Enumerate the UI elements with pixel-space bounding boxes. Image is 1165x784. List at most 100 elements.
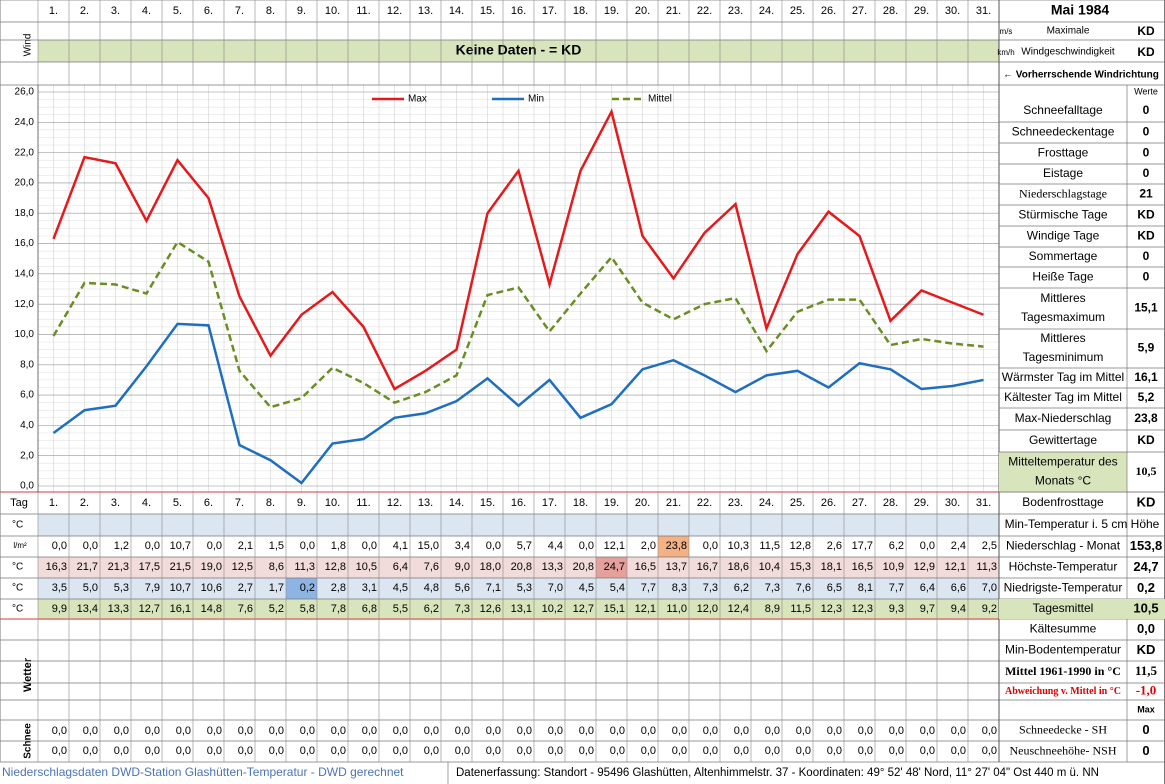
day-label: 8. — [266, 497, 275, 509]
value-cell: 3,4 — [455, 540, 470, 552]
value-cell: 23,8 — [666, 540, 687, 552]
stat-value: KD — [1137, 229, 1155, 243]
value-cell: 0,0 — [114, 725, 129, 737]
day-label: 26. — [821, 5, 836, 17]
y-tick-label: 6,0 — [20, 390, 34, 401]
summary-label: Mittel 1961-1990 in °C — [1005, 664, 1121, 678]
day-label: 1. — [49, 5, 58, 17]
stat-value: 21 — [1139, 187, 1153, 201]
value-cell: 0,0 — [920, 745, 935, 757]
stat-label: Tagesmaximum — [1021, 310, 1105, 324]
day-label: 19. — [604, 497, 619, 509]
value-cell: 0,0 — [486, 745, 501, 757]
value-cell: 0,0 — [83, 540, 98, 552]
wind-label: Wind — [23, 34, 34, 57]
value-cell: 8,9 — [765, 603, 780, 615]
value-cell: 0,0 — [889, 725, 904, 737]
value-cell: 11,3 — [976, 561, 997, 573]
day-label: 26. — [821, 497, 836, 509]
footer-right: Datenerfassung: Standort - 95496 Glashüt… — [456, 767, 1099, 779]
y-tick-label: 20,0 — [15, 178, 35, 189]
value-cell: 0,0 — [424, 745, 439, 757]
summary-label: Schneedecke - SH — [1019, 722, 1107, 736]
value-cell: 0,0 — [83, 725, 98, 737]
legend-label: Mittel — [648, 94, 672, 105]
day-label: 24. — [759, 5, 774, 17]
value-cell: 21,5 — [170, 561, 191, 573]
stat-value: 0 — [1143, 103, 1150, 117]
value-cell: 9,2 — [982, 603, 997, 615]
value-cell: 18,0 — [480, 561, 501, 573]
value-cell: 0,0 — [269, 745, 284, 757]
value-cell: 0,0 — [362, 540, 377, 552]
value-cell: 9,4 — [951, 603, 966, 615]
day-label: 2. — [80, 497, 89, 509]
legend-label: Min — [528, 94, 544, 105]
value-cell: 0,0 — [796, 745, 811, 757]
day-label: 29. — [914, 497, 929, 509]
day-label: 4. — [142, 497, 151, 509]
value-cell: 24,7 — [604, 561, 625, 573]
wind-value: KD — [1137, 24, 1155, 38]
stat-value: 0 — [1143, 166, 1150, 180]
day-label: 29. — [914, 5, 929, 17]
value-cell: 9,9 — [52, 603, 67, 615]
value-cell: 9,7 — [920, 603, 935, 615]
value-cell: 11,5 — [759, 540, 780, 552]
summary-value: 0,0 — [1137, 621, 1155, 636]
value-cell: 0,0 — [548, 745, 563, 757]
wind-max-label: Maximale — [1047, 26, 1090, 37]
day-label: 15. — [480, 497, 495, 509]
value-cell: 9,0 — [455, 561, 470, 573]
stat-label: Mittleres — [1040, 331, 1085, 345]
value-cell: 6,2 — [889, 540, 904, 552]
summary-label: Niederschlag - Monat — [1006, 539, 1121, 553]
value-cell: 5,3 — [517, 582, 532, 594]
value-cell: 16,3 — [46, 561, 67, 573]
value-cell: 0,0 — [486, 540, 501, 552]
value-cell: 6,8 — [362, 603, 377, 615]
value-cell: 2,0 — [641, 540, 656, 552]
stat-label: Kältester Tag im Mittel — [1004, 390, 1122, 404]
day-label: 15. — [480, 5, 495, 17]
stat-value: 5,2 — [1138, 390, 1155, 404]
day-label: 24. — [759, 497, 774, 509]
day-label: 28. — [883, 5, 898, 17]
unit-label: °C — [12, 583, 23, 594]
summary-value: 11,5 — [1135, 663, 1158, 678]
day-label: 21. — [666, 5, 681, 17]
value-cell: 0,0 — [517, 725, 532, 737]
day-header: Tag — [10, 497, 28, 509]
highlight — [596, 557, 627, 578]
value-cell: 16,5 — [852, 561, 873, 573]
day-label: 10. — [325, 5, 340, 17]
value-cell: 8,6 — [269, 561, 284, 573]
value-cell: 2,8 — [331, 582, 346, 594]
value-cell: 12,3 — [821, 603, 842, 615]
day-label: 18. — [573, 497, 588, 509]
value-cell: 0,0 — [114, 745, 129, 757]
wind-max-label: Windgeschwindigkeit — [1021, 47, 1115, 58]
value-cell: 13,3 — [542, 561, 563, 573]
value-cell: 0,0 — [207, 540, 222, 552]
value-cell: 0,0 — [207, 725, 222, 737]
stat-value: 0 — [1143, 146, 1150, 160]
summary-label: Neuschneehöhe- NSH — [1010, 743, 1117, 757]
highlight — [286, 578, 317, 599]
stat-label: Heiße Tage — [1032, 270, 1093, 284]
value-cell: 0,0 — [579, 745, 594, 757]
value-cell: 7,1 — [486, 582, 501, 594]
day-label: 22. — [697, 497, 712, 509]
value-cell: 17,5 — [139, 561, 160, 573]
value-cell: 6,4 — [920, 582, 935, 594]
summary-label: Abweichung v. Mittel in °C — [1005, 686, 1121, 697]
day-label: 13. — [418, 497, 433, 509]
value-cell: 12,8 — [790, 540, 811, 552]
series-line — [52, 322, 984, 485]
unit-label: °C — [12, 562, 23, 573]
value-cell: 5,3 — [114, 582, 129, 594]
row-fill — [38, 557, 999, 578]
stat-value: 15,1 — [1134, 301, 1158, 315]
value-cell: 0,0 — [455, 745, 470, 757]
value-cell: 0,0 — [734, 725, 749, 737]
